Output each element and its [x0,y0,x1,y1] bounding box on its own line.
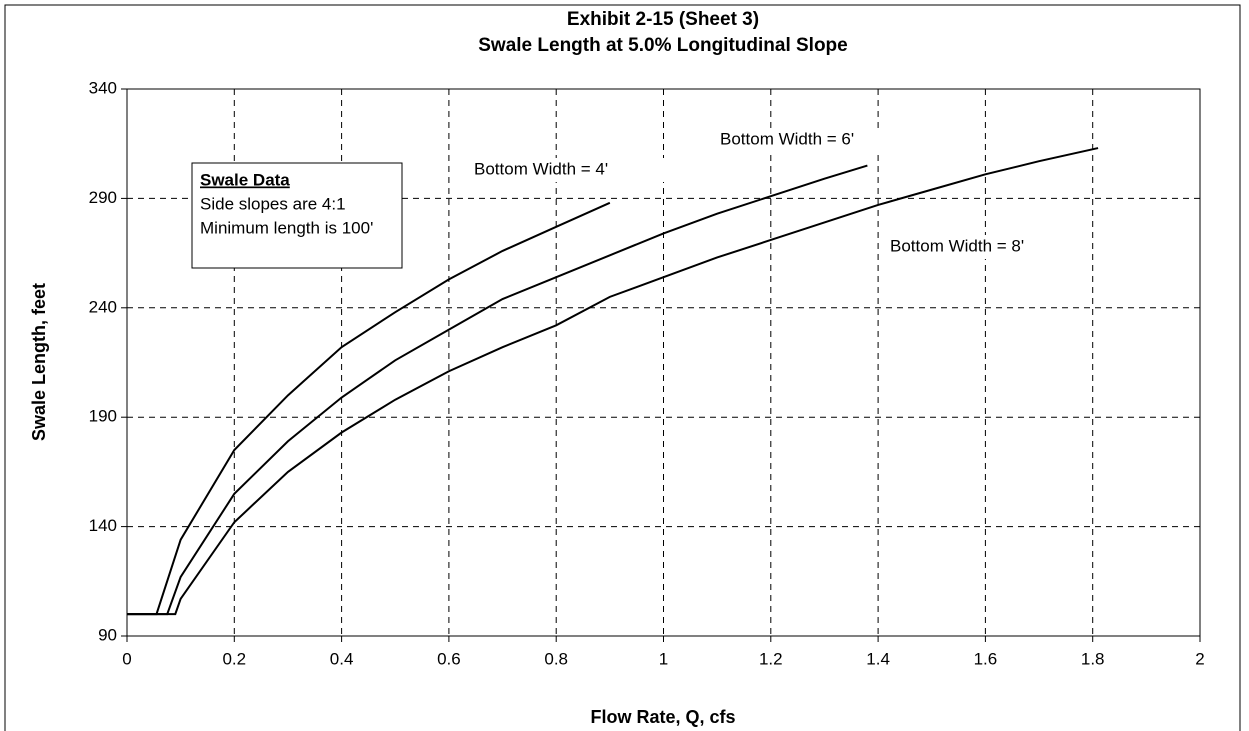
x-tick-label: 1 [659,649,668,668]
y-axis-label: Swale Length, feet [29,283,49,441]
x-axis-label: Flow Rate, Q, cfs [590,707,735,727]
y-tick-label: 340 [89,78,117,97]
series-line [127,201,611,616]
annotation-line: Minimum length is 100' [200,218,373,237]
x-tick-label: 0 [122,649,131,668]
y-tick-label: 240 [89,297,117,316]
x-tick-label: 0.2 [222,649,246,668]
series-label-bg [716,128,912,152]
series-label: Bottom Width = 4' [474,159,608,178]
x-tick-label: 1.8 [1081,649,1105,668]
series-line [127,164,868,616]
series-line [127,147,1099,616]
x-tick-label: 0.8 [544,649,568,668]
series-label-bg [886,235,1082,259]
annotation-box [191,162,403,269]
x-tick-label: 1.2 [759,649,783,668]
chart-title: Exhibit 2-15 (Sheet 3) [567,9,759,30]
x-tick-label: 1.6 [974,649,998,668]
x-tick-label: 0.6 [437,649,461,668]
y-tick-label: 190 [89,407,117,426]
y-tick-label: 140 [89,516,117,535]
annotation-line: Side slopes are 4:1 [200,194,346,213]
series-label: Bottom Width = 8' [890,236,1024,255]
chart-frame [4,4,1241,731]
annotation-heading: Swale Data [200,170,290,189]
y-tick-label: 90 [98,625,117,644]
x-tick-label: 1.4 [866,649,890,668]
chart-subtitle: Swale Length at 5.0% Longitudinal Slope [478,35,847,56]
x-tick-label: 2 [1195,649,1204,668]
x-tick-label: 0.4 [330,649,354,668]
y-tick-label: 290 [89,188,117,207]
series-label-bg [470,158,666,182]
series-label: Bottom Width = 6' [720,129,854,148]
